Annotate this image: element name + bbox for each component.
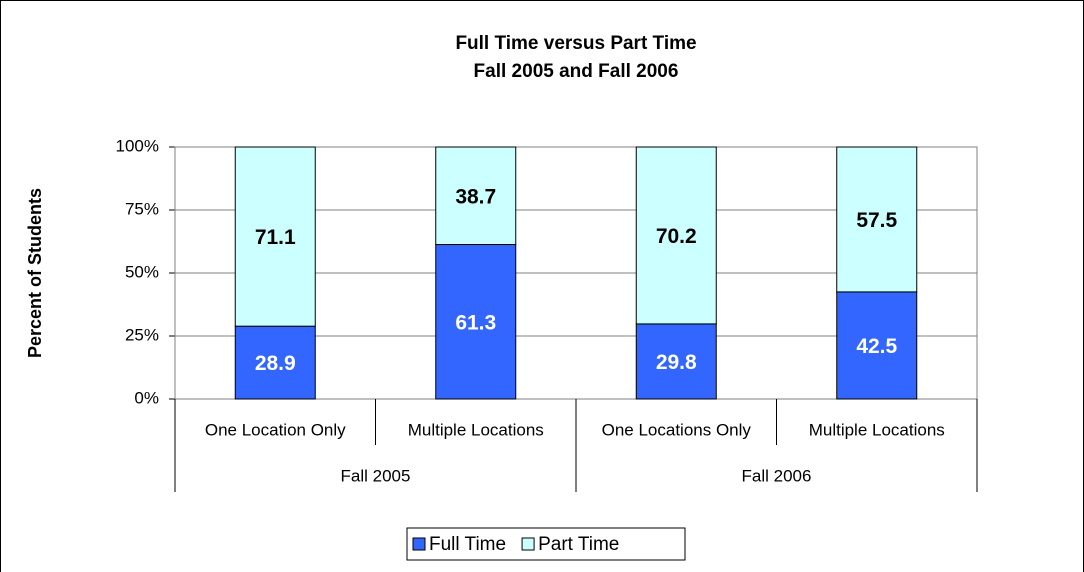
chart-title: Full Time versus Part Time <box>455 33 696 54</box>
y-tick-label: 0% <box>134 388 159 407</box>
legend-box <box>406 527 686 561</box>
group-label: Fall 2005 <box>341 466 411 485</box>
y-tick-label: 25% <box>125 325 159 344</box>
legend-label: Full Time <box>429 534 506 555</box>
bar-segment <box>635 146 717 325</box>
bar-segment <box>234 146 316 327</box>
legend-swatch <box>412 537 426 551</box>
x-tick-label: One Location Only <box>205 420 346 439</box>
bar-segment <box>234 325 316 400</box>
data-label: 70.2 <box>656 225 697 248</box>
bar-segment <box>435 146 517 246</box>
group-label: Fall 2006 <box>742 466 812 485</box>
chart-subtitle: Fall 2005 and Fall 2006 <box>474 61 679 82</box>
y-tick-label: 75% <box>125 199 159 218</box>
data-label: 38.7 <box>455 185 496 208</box>
bar-segment <box>836 291 918 400</box>
data-label: 57.5 <box>856 209 897 232</box>
data-label: 42.5 <box>856 335 897 358</box>
data-label: 28.9 <box>255 352 296 375</box>
x-tick-label: Multiple Locations <box>408 420 544 439</box>
x-tick-label: Multiple Locations <box>809 420 945 439</box>
legend-label: Part Time <box>538 534 619 555</box>
bar-segment <box>435 244 517 400</box>
data-label: 61.3 <box>455 311 496 334</box>
x-tick-label: One Locations Only <box>602 420 752 439</box>
legend-swatch <box>521 537 535 551</box>
data-label: 71.1 <box>255 226 296 249</box>
y-tick-label: 50% <box>125 262 159 281</box>
y-tick-label: 100% <box>116 136 159 155</box>
data-label: 29.8 <box>656 351 697 374</box>
y-axis-label: Percent of Students <box>25 188 45 358</box>
bar-segment <box>836 146 918 293</box>
